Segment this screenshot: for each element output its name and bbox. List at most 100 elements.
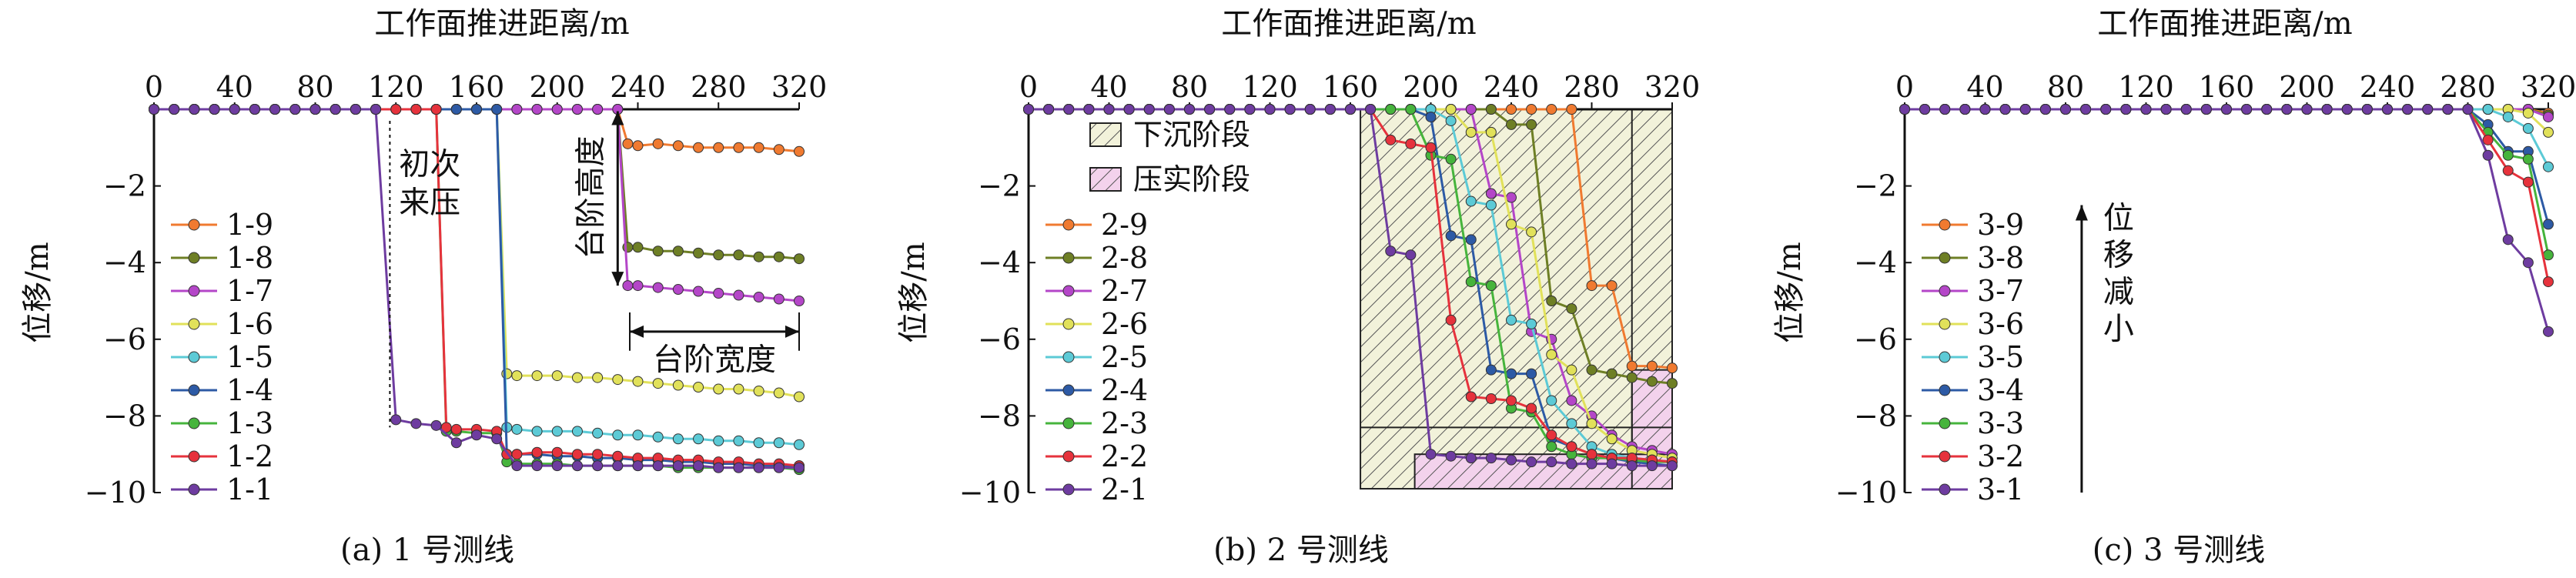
y-tick-label: −10	[1835, 476, 1897, 510]
data-point-3-1	[2039, 104, 2051, 115]
x-tick-label: 240	[2360, 70, 2416, 104]
data-point-2-7	[1465, 104, 1477, 115]
legend-label-3-4: 3-4	[1977, 373, 2024, 407]
data-point-2-8	[1526, 119, 1537, 130]
data-point-1-7	[511, 104, 523, 115]
data-point-1-7	[551, 104, 563, 115]
data-point-1-1	[209, 104, 220, 115]
data-point-1-7	[773, 293, 785, 305]
data-point-1-4	[450, 104, 462, 115]
legend-label-3-6: 3-6	[1977, 307, 2024, 341]
x-tick-label: 80	[2047, 70, 2084, 104]
data-point-1-1	[350, 104, 361, 115]
data-point-1-7	[592, 104, 604, 115]
data-point-3-1	[2462, 104, 2474, 115]
panel-c-series	[1899, 104, 2554, 337]
data-point-1-7	[672, 284, 684, 296]
y-tick-label: −8	[978, 399, 1021, 433]
panel-c: 0 40 80 120 160 200 240 280 320−2−4−6−8−10 3-93-…	[1772, 6, 2576, 568]
data-point-3-1	[2019, 104, 2031, 115]
y-tick-label: −8	[1854, 399, 1897, 433]
data-point-2-1	[1063, 104, 1075, 115]
data-point-2-8	[1626, 372, 1638, 383]
data-point-2-2	[1586, 449, 1597, 460]
data-point-1-7	[794, 296, 805, 306]
panel-c-legend: 3-93-83-73-63-53-43-33-23-1	[1922, 208, 2024, 506]
data-point-2-1	[1566, 458, 1577, 469]
data-point-1-5	[571, 426, 583, 437]
data-point-2-1	[1546, 456, 1557, 468]
data-point-3-1	[1999, 104, 2011, 115]
data-point-2-9	[1546, 104, 1557, 115]
series-line-3-4	[1905, 108, 2550, 225]
data-point-2-1	[1667, 460, 1678, 472]
legend-label-2-6: 2-6	[1101, 307, 1148, 341]
x-tick-label: 80	[296, 70, 333, 104]
legend-label-subsidence: 下沉阶段	[1133, 118, 1250, 152]
legend-marker-2-1	[1062, 483, 1075, 496]
legend-marker-1-6	[188, 318, 200, 330]
data-point-1-1	[169, 104, 180, 115]
data-point-1-6	[753, 386, 764, 397]
data-point-3-5	[2543, 161, 2554, 172]
data-point-1-8	[652, 246, 664, 257]
panel-a-legend: 1-91-81-71-61-51-41-31-21-1	[171, 208, 273, 506]
data-point-2-1	[1103, 104, 1115, 115]
data-point-2-6	[1586, 418, 1597, 429]
data-point-2-1	[1445, 450, 1457, 462]
data-point-1-5	[773, 437, 785, 449]
data-point-3-5	[2522, 122, 2534, 134]
x-tick-label: 0	[145, 70, 163, 104]
data-point-1-1	[450, 437, 462, 449]
data-point-1-1	[289, 104, 301, 115]
data-point-2-2	[1526, 403, 1537, 414]
data-point-2-1	[1284, 104, 1296, 115]
legend-marker-1-9	[188, 219, 200, 231]
data-point-3-1	[2100, 104, 2112, 115]
data-point-2-8	[1506, 119, 1517, 130]
legend-label-1-9: 1-9	[226, 208, 273, 242]
data-point-1-1	[149, 104, 159, 115]
data-point-2-8	[1606, 368, 1618, 379]
data-point-1-6	[531, 370, 543, 382]
data-point-1-8	[794, 253, 805, 265]
data-point-2-5	[1465, 195, 1477, 207]
data-point-2-1	[1405, 249, 1417, 261]
data-point-3-1	[2261, 104, 2273, 115]
legend-label-2-7: 2-7	[1101, 274, 1148, 308]
x-tick-label: 320	[2521, 70, 2576, 104]
data-point-3-1	[1979, 104, 1991, 115]
step-width-label: 台阶宽度	[653, 342, 776, 378]
subsidence-region	[1360, 109, 1673, 490]
data-point-1-6	[713, 383, 724, 395]
data-point-3-2	[2522, 176, 2534, 188]
data-point-1-1	[390, 414, 402, 426]
data-point-1-1	[713, 462, 724, 473]
data-point-2-2	[1385, 134, 1397, 145]
legend-marker-2-2	[1062, 450, 1075, 463]
x-tick-label: 0	[1895, 70, 1914, 104]
panel-b-series	[1023, 104, 1678, 472]
first-weighting-label: 来压	[399, 185, 460, 221]
data-point-2-2	[1405, 138, 1417, 149]
legend-marker-1-8	[188, 252, 200, 264]
data-point-1-1	[531, 460, 543, 472]
legend-marker-1-3	[188, 417, 200, 429]
data-point-2-1	[1123, 104, 1135, 115]
data-point-2-3	[1445, 153, 1457, 165]
data-point-3-1	[2080, 104, 2092, 115]
step-height-arrowhead	[611, 272, 624, 286]
legend-label-2-8: 2-8	[1101, 241, 1148, 275]
data-point-1-5	[794, 439, 805, 450]
data-point-1-7	[733, 289, 744, 301]
legend-marker-2-5	[1062, 351, 1075, 363]
data-point-2-8	[1566, 302, 1577, 314]
data-point-1-1	[632, 460, 644, 472]
data-point-3-6	[2522, 107, 2534, 119]
data-point-1-9	[794, 145, 805, 157]
data-point-1-1	[652, 460, 664, 472]
data-point-2-8	[1485, 104, 1497, 115]
data-point-1-6	[612, 374, 624, 386]
